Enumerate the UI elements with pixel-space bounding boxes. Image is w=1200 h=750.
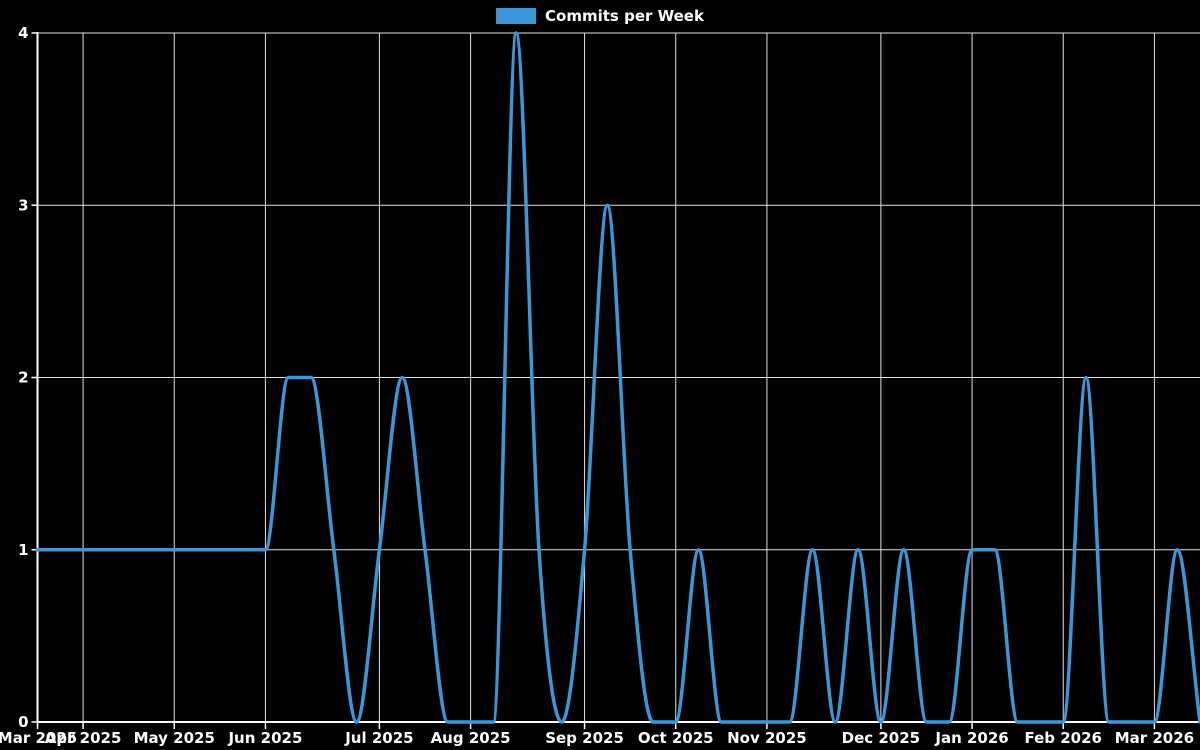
legend[interactable]: Commits per Week — [496, 7, 704, 25]
y-tick-label: 4 — [18, 24, 28, 42]
commits-line-series — [35, 31, 1200, 724]
x-tick-label: Jan 2026 — [934, 729, 1008, 747]
x-tick-label: Aug 2025 — [431, 729, 511, 747]
x-tick-label: Sep 2025 — [545, 729, 624, 747]
x-tick-label: Jun 2025 — [227, 729, 302, 747]
x-tick-label: Feb 2026 — [1024, 729, 1102, 747]
legend-swatch-icon — [496, 8, 537, 24]
x-tick-label: Jul 2025 — [344, 729, 413, 747]
x-tick-label: Mar 2025 — [0, 729, 77, 747]
y-tick-label: 1 — [18, 541, 28, 559]
x-tick-label: Apr 2025 — [45, 729, 122, 747]
legend-label: Commits per Week — [545, 7, 704, 25]
x-tick-label: Mar 2026 — [1115, 729, 1194, 747]
y-tick-label: 2 — [18, 369, 28, 387]
x-tick-label: May 2025 — [134, 729, 215, 747]
x-tick-label: Nov 2025 — [727, 729, 807, 747]
y-tick-label: 0 — [18, 713, 28, 731]
x-tick-label: Dec 2025 — [842, 729, 921, 747]
x-tick-label: Oct 2025 — [638, 729, 714, 747]
y-tick-label: 3 — [18, 196, 28, 214]
